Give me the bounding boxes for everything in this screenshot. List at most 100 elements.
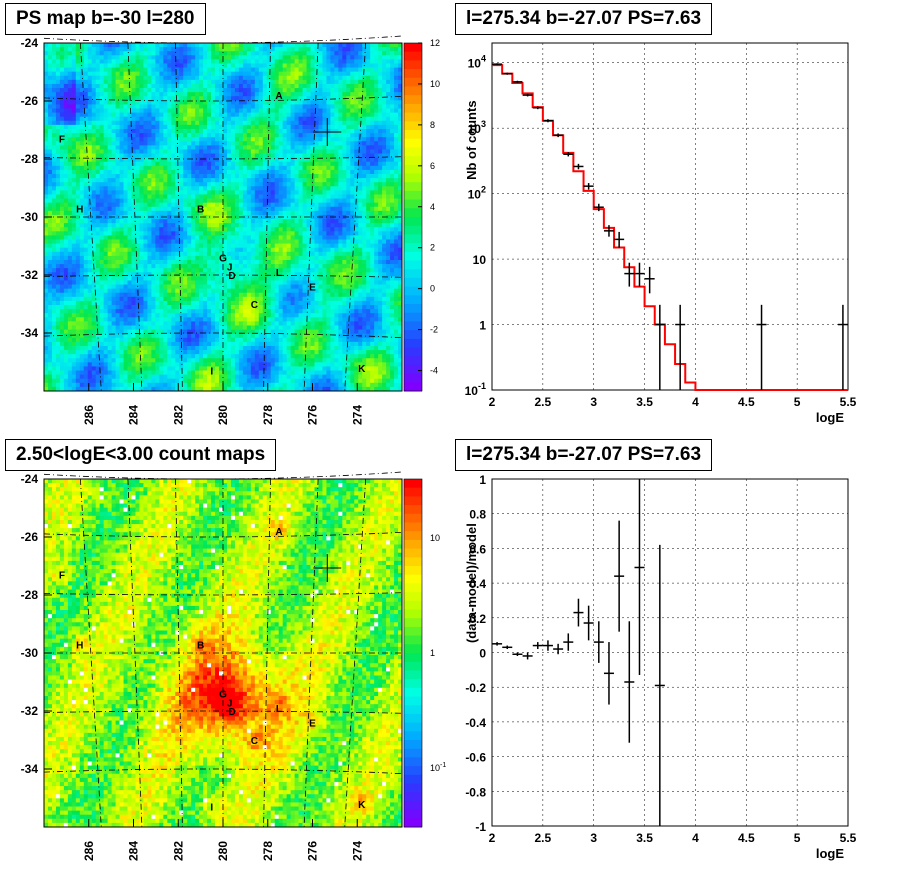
heatmap-cell xyxy=(96,92,100,96)
heatmap-cell xyxy=(251,211,255,215)
heatmap-cell xyxy=(139,80,143,84)
heatmap-cell xyxy=(390,231,394,235)
heatmap-cell xyxy=(382,137,386,141)
heatmap-cell xyxy=(322,63,326,67)
heatmap-cell xyxy=(251,231,255,235)
heatmap-cell xyxy=(139,113,143,117)
heatmap-cell xyxy=(159,252,163,256)
heatmap-cell xyxy=(124,166,128,170)
heatmap-cell xyxy=(251,207,255,211)
heatmap-cell xyxy=(88,59,92,63)
heatmap-cell xyxy=(350,125,354,129)
heatmap-cell xyxy=(326,190,330,194)
heatmap-cell xyxy=(163,59,167,63)
heatmap-cell xyxy=(155,211,159,215)
heatmap-cell xyxy=(378,264,382,268)
heatmap-cell xyxy=(151,145,155,149)
heatmap-cell xyxy=(183,235,187,239)
heatmap-cell xyxy=(52,68,56,72)
heatmap-cell xyxy=(159,47,163,51)
heatmap-cell xyxy=(155,170,159,174)
heatmap-cell xyxy=(191,203,195,207)
heatmap-cell xyxy=(386,252,390,256)
heatmap-cell xyxy=(80,260,84,264)
heatmap-cell xyxy=(116,104,120,108)
heatmap-cell xyxy=(96,80,100,84)
heatmap-cell xyxy=(386,72,390,76)
heatmap-cell xyxy=(52,113,56,117)
heatmap-cell xyxy=(139,68,143,72)
heatmap-cell xyxy=(275,84,279,88)
heatmap-cell xyxy=(235,264,239,268)
heatmap-cell xyxy=(235,211,239,215)
heatmap-cell xyxy=(159,207,163,211)
heatmap-cell xyxy=(187,223,191,227)
heatmap-cell xyxy=(100,223,104,227)
heatmap-cell xyxy=(299,178,303,182)
heatmap-cell xyxy=(215,190,219,194)
heatmap-cell xyxy=(279,72,283,76)
heatmap-cell xyxy=(287,240,291,244)
heatmap-cell xyxy=(211,194,215,198)
heatmap-cell xyxy=(322,104,326,108)
heatmap-cell xyxy=(231,145,235,149)
heatmap-cell xyxy=(155,203,159,207)
heatmap-cell xyxy=(195,96,199,100)
heatmap-cell xyxy=(374,129,378,133)
heatmap-cell xyxy=(52,72,56,76)
heatmap-cell xyxy=(291,104,295,108)
heatmap-cell xyxy=(100,256,104,260)
heatmap-cell xyxy=(263,149,267,153)
heatmap-cell xyxy=(374,203,378,207)
heatmap-cell xyxy=(124,268,128,272)
heatmap-cell xyxy=(307,100,311,104)
heatmap-cell xyxy=(259,141,263,145)
heatmap-cell xyxy=(116,76,120,80)
heatmap-cell xyxy=(124,231,128,235)
heatmap-cell xyxy=(143,149,147,153)
heatmap-cell xyxy=(350,117,354,121)
heatmap-cell xyxy=(135,260,139,264)
heatmap-cell xyxy=(263,211,267,215)
heatmap-cell xyxy=(179,166,183,170)
heatmap-cell xyxy=(68,129,72,133)
heatmap-cell xyxy=(227,244,231,248)
heatmap-cell xyxy=(44,231,48,235)
heatmap-cell xyxy=(163,113,167,117)
heatmap-cell xyxy=(330,227,334,231)
heatmap-cell xyxy=(251,178,255,182)
heatmap-cell xyxy=(362,149,366,153)
heatmap-cell xyxy=(88,268,92,272)
heatmap-cell xyxy=(199,223,203,227)
heatmap-cell xyxy=(354,182,358,186)
heatmap-cell xyxy=(318,125,322,129)
heatmap-cell xyxy=(227,158,231,162)
heatmap-cell xyxy=(374,121,378,125)
heatmap-cell xyxy=(48,162,52,166)
heatmap-cell xyxy=(263,125,267,129)
heatmap-cell xyxy=(263,207,267,211)
heatmap-cell xyxy=(80,166,84,170)
heatmap-cell xyxy=(231,174,235,178)
heatmap-cell xyxy=(362,248,366,252)
heatmap-cell xyxy=(346,235,350,239)
heatmap-cell xyxy=(378,235,382,239)
heatmap-cell xyxy=(68,55,72,59)
heatmap-cell xyxy=(322,109,326,113)
heatmap-cell xyxy=(366,80,370,84)
heatmap-cell xyxy=(287,51,291,55)
heatmap-cell xyxy=(60,84,64,88)
heatmap-cell xyxy=(227,178,231,182)
heatmap-cell xyxy=(72,133,76,137)
heatmap-cell xyxy=(183,203,187,207)
heatmap-cell xyxy=(183,264,187,268)
heatmap-cell xyxy=(163,88,167,92)
heatmap-cell xyxy=(382,121,386,125)
heatmap-cell xyxy=(60,162,64,166)
heatmap-cell xyxy=(60,264,64,268)
heatmap-cell xyxy=(56,256,60,260)
heatmap-cell xyxy=(68,235,72,239)
heatmap-cell xyxy=(88,149,92,153)
heatmap-cell xyxy=(195,264,199,268)
heatmap-cell xyxy=(299,145,303,149)
